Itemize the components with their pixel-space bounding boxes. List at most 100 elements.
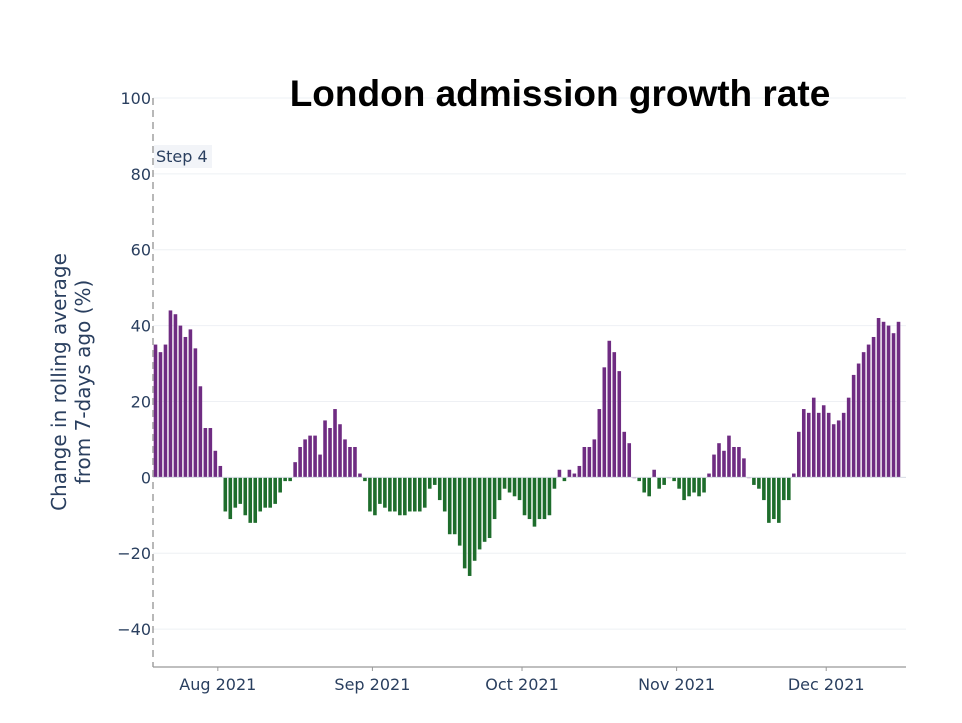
bar: [298, 446, 302, 478]
bar: [472, 477, 477, 561]
bar: [228, 477, 233, 520]
bar: [562, 477, 567, 482]
bar: [777, 477, 781, 523]
bar: [532, 477, 537, 527]
x-tick-label: Dec 2021: [788, 675, 865, 694]
bar: [811, 397, 816, 478]
x-tick-label: Oct 2021: [485, 675, 558, 694]
y-tick-label: 40: [131, 317, 151, 336]
gridlines: [153, 97, 906, 630]
bar: [403, 477, 407, 516]
bar: [328, 428, 332, 478]
bar: [427, 477, 432, 489]
bar: [278, 477, 282, 493]
bar: [542, 477, 547, 520]
y-tick-label: 60: [131, 241, 151, 260]
bar: [587, 446, 592, 478]
bar: [846, 397, 851, 478]
bar: [383, 477, 387, 508]
bar: [173, 314, 178, 478]
bar: [622, 431, 627, 478]
bar: [158, 352, 163, 478]
y-tick-labels: 100 80 60 40 20 0 −20 −40: [117, 89, 151, 639]
y-axis-title-line-2: from 7-days ago (%): [71, 280, 95, 485]
bar: [373, 477, 377, 516]
bar: [871, 336, 876, 478]
bar: [522, 477, 527, 516]
bar: [348, 446, 352, 478]
bar: [816, 412, 821, 478]
bar: [233, 477, 238, 508]
bar: [517, 477, 522, 501]
bar: [821, 405, 826, 478]
bar: [368, 477, 372, 512]
bar: [572, 473, 577, 478]
bar: [866, 344, 871, 478]
bar: [492, 477, 497, 520]
bar: [358, 473, 362, 478]
bar: [876, 318, 881, 478]
bar: [293, 462, 297, 478]
step-annotation-background: [154, 145, 212, 168]
bar: [437, 477, 442, 501]
bar: [602, 367, 607, 478]
bar: [527, 477, 532, 520]
bar: [712, 454, 716, 478]
bar: [462, 477, 467, 569]
bar: [318, 454, 322, 478]
bar: [393, 477, 397, 512]
bar: [178, 325, 183, 478]
x-tick-label: Nov 2021: [638, 675, 715, 694]
bar: [253, 477, 258, 523]
bar: [203, 428, 208, 478]
bar: [243, 477, 248, 516]
bar: [537, 477, 542, 520]
bar: [223, 477, 228, 512]
bar: [702, 477, 706, 493]
bar: [497, 477, 502, 501]
y-tick-label: 20: [131, 392, 151, 411]
bar: [363, 477, 367, 482]
bar: [447, 477, 452, 535]
bar: [507, 477, 512, 493]
bar: [796, 431, 801, 478]
bar: [672, 477, 676, 482]
bar: [662, 477, 666, 485]
bar: [168, 310, 173, 478]
bar: [183, 336, 188, 478]
y-tick-label: 0: [141, 468, 151, 487]
bar: [567, 469, 572, 478]
bar: [193, 348, 198, 478]
bar: [408, 477, 412, 512]
y-axis-title-line-1: Change in rolling average: [47, 253, 71, 511]
bar: [757, 477, 761, 489]
bar: [891, 333, 896, 478]
bar: [732, 446, 736, 478]
bar: [727, 435, 731, 478]
bar: [547, 477, 552, 516]
y-tick-label: 100: [120, 89, 151, 108]
bar: [831, 424, 836, 478]
bar: [582, 446, 587, 478]
bar: [512, 477, 517, 497]
bar: [418, 477, 422, 512]
bar: [637, 477, 641, 482]
bar: [258, 477, 263, 512]
x-tick-label: Aug 2021: [179, 675, 256, 694]
bar: [388, 477, 392, 512]
bar: [378, 477, 382, 504]
bar: [737, 446, 741, 478]
bar: [886, 325, 891, 478]
bar: [452, 477, 457, 535]
bar: [792, 473, 796, 478]
step-annotation-label: Step 4: [156, 147, 208, 166]
bar: [836, 420, 841, 478]
bar: [213, 450, 218, 478]
bar: [861, 352, 866, 478]
bar: [153, 344, 158, 478]
bar: [772, 477, 776, 520]
bar: [422, 477, 427, 508]
bar: [557, 469, 562, 478]
bar: [697, 477, 701, 497]
